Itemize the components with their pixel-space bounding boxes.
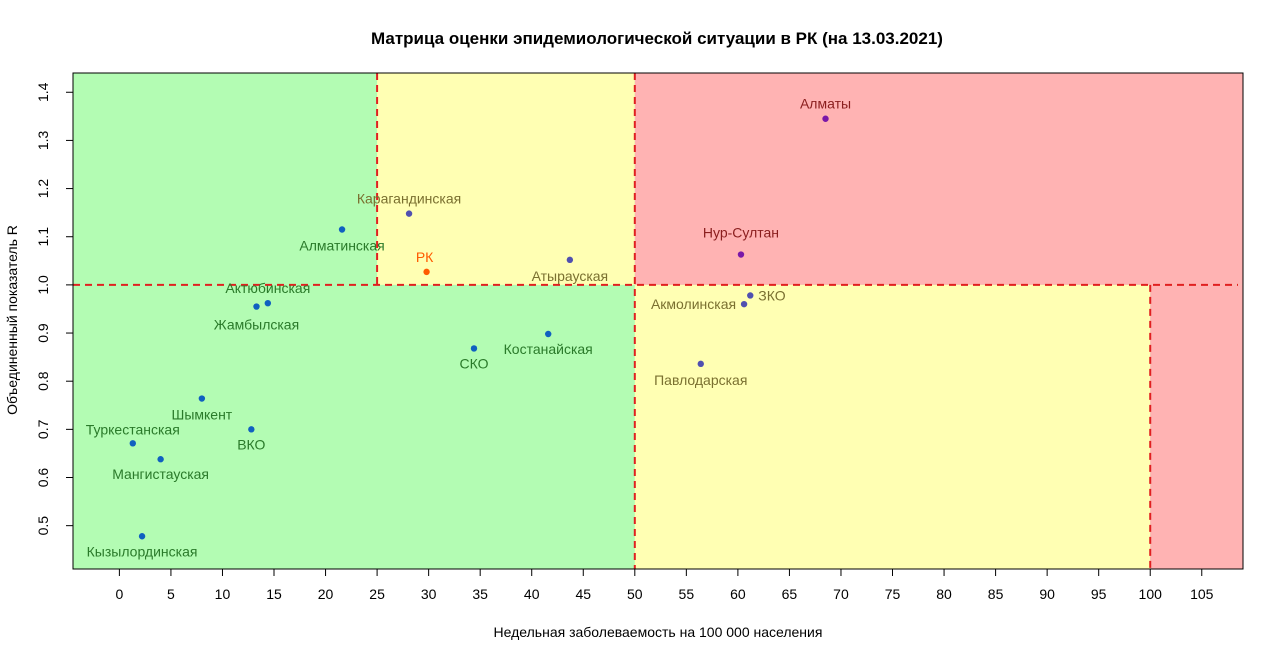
x-tick-label: 90	[1039, 586, 1055, 602]
data-point	[198, 395, 206, 402]
y-tick-label: 0.8	[35, 371, 51, 391]
data-point	[157, 456, 164, 463]
y-tick-label: 0.5	[35, 516, 51, 536]
point-label: Алматы	[800, 96, 851, 112]
point-label: Акмолинская	[651, 296, 736, 312]
y-tick-label: 1.3	[35, 130, 51, 150]
x-tick-label: 35	[472, 586, 488, 602]
x-tick-label: 65	[782, 586, 798, 602]
x-tick-label: 5	[167, 586, 175, 602]
x-tick-label: 55	[679, 586, 695, 602]
point-label: ВКО	[237, 436, 265, 452]
x-tick-label: 60	[730, 586, 746, 602]
data-points: Алматы Нур-Султан Карагандинская Атырауская…	[86, 96, 851, 560]
y-tick-label: 0.7	[35, 419, 51, 439]
x-tick-label: 100	[1139, 586, 1163, 602]
data-point	[822, 115, 829, 122]
data-point	[248, 426, 255, 433]
risk-zones	[73, 73, 1243, 569]
x-tick-label: 40	[524, 586, 540, 602]
point-label: Мангистауская	[112, 466, 209, 482]
data-point	[737, 251, 745, 258]
x-tick-label: 50	[627, 586, 643, 602]
point-label: Павлодарская	[654, 372, 747, 388]
zone-red-lower	[1150, 284, 1243, 569]
zone-yellow-upper	[377, 73, 635, 285]
y-tick-label: 1.2	[35, 179, 51, 199]
data-point	[697, 360, 704, 368]
y-tick-label: 0.9	[35, 323, 51, 343]
zone-yellow-lower	[634, 284, 1151, 569]
x-tick-label: 80	[936, 586, 952, 602]
data-point	[566, 256, 574, 264]
x-tick-label: 20	[318, 586, 334, 602]
point-label: Кызылординская	[87, 543, 198, 559]
x-tick-label: 15	[266, 586, 282, 602]
threshold-lines	[73, 73, 1238, 569]
point-label: Актюбинская	[225, 280, 310, 296]
data-point	[129, 440, 136, 447]
y-tick-label: 1.0	[35, 275, 51, 295]
y-tick-label: 1.4	[35, 82, 51, 102]
data-point	[264, 299, 272, 307]
data-point	[740, 300, 748, 308]
y-tick-label: 0.6	[35, 468, 51, 488]
chart-title: Матрица оценки эпидемиологической ситуац…	[371, 29, 943, 48]
point-label: Костанайская	[504, 341, 593, 357]
x-tick-label: 105	[1190, 586, 1214, 602]
zone-red-upper	[634, 73, 1243, 285]
point-label: Алматинская	[299, 238, 384, 254]
x-axis-label: Недельная заболеваемость на 100 000 насе…	[494, 624, 823, 640]
x-tick-label: 75	[885, 586, 901, 602]
point-label: РК	[416, 249, 434, 265]
x-tick-label: 30	[421, 586, 437, 602]
x-tick-label: 70	[833, 586, 849, 602]
x-tick-label: 0	[115, 586, 123, 602]
point-label: Туркестанская	[86, 421, 180, 437]
point-label: Жамбылская	[214, 317, 299, 333]
point-label: Атырауская	[532, 268, 609, 284]
data-point	[423, 268, 430, 276]
y-tick-label: 1.1	[35, 227, 51, 247]
data-point	[747, 292, 754, 299]
point-label: СКО	[459, 355, 488, 371]
data-point	[470, 345, 478, 352]
x-tick-label: 85	[988, 586, 1004, 602]
point-label: ЗКО	[758, 287, 785, 303]
x-tick-label: 10	[215, 586, 231, 602]
data-point	[545, 330, 552, 338]
data-point	[405, 210, 413, 217]
x-tick-label: 95	[1091, 586, 1107, 602]
data-point	[253, 303, 260, 310]
data-point	[138, 533, 146, 540]
x-axis: 0 5 10 15 20 25 30 35 40 45 50 55 60 65 70 75 80 85 90 95 10…	[115, 568, 1214, 602]
point-label: Нур-Султан	[703, 225, 779, 241]
y-axis-label: Объединенный показатель R	[4, 225, 20, 415]
y-axis: 0.5 0.6 0.7 0.8 0.9 1.0 1.1 1.2 1.3 1.4	[35, 82, 74, 536]
x-tick-label: 45	[575, 586, 591, 602]
point-label: Шымкент	[171, 407, 232, 423]
data-point	[338, 226, 346, 233]
point-label: Карагандинская	[357, 191, 461, 207]
x-tick-label: 25	[369, 586, 385, 602]
